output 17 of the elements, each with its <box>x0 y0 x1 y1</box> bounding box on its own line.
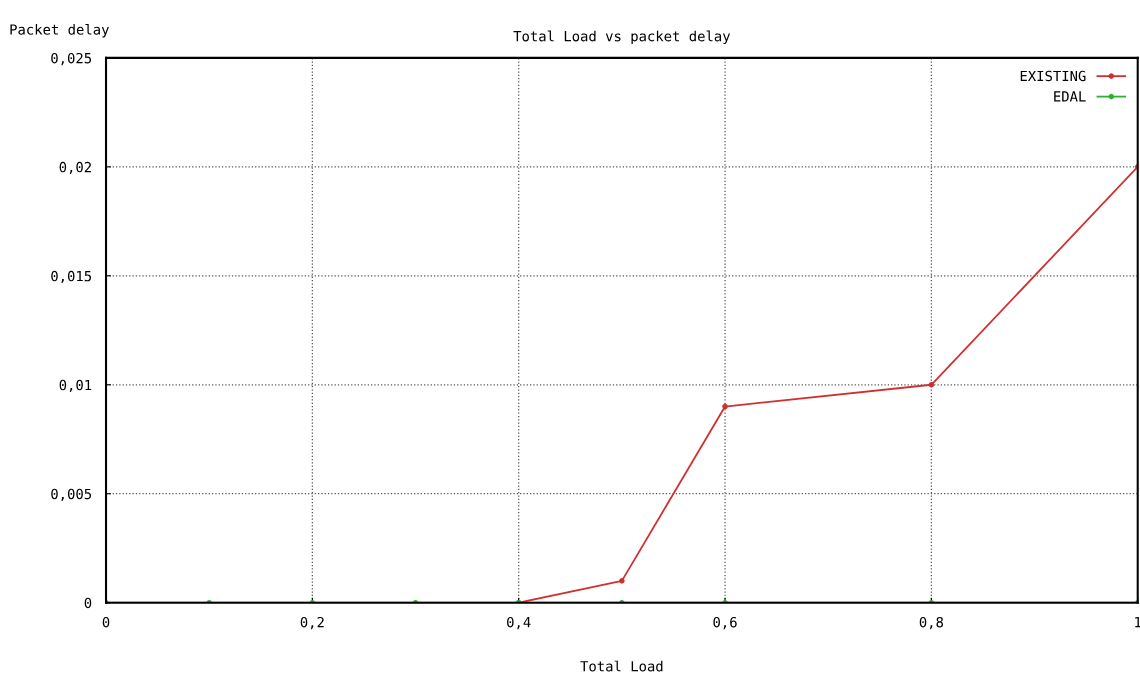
x-axis-title: Total Load <box>580 660 663 672</box>
x-tick-label: 0,8 <box>919 616 944 630</box>
legend-label: EXISTING <box>1020 70 1086 82</box>
y-tick-label: 0,01 <box>59 379 92 393</box>
chart-title: Total Load vs packet delay <box>513 30 731 45</box>
y-tick-label: 0,015 <box>51 270 92 284</box>
x-tick-label: 0,4 <box>507 616 531 630</box>
y-tick-label: 0 <box>84 597 92 609</box>
y-tick-label: 0,005 <box>51 488 92 501</box>
y-axis-title: Packet delay <box>10 23 109 38</box>
x-tick-label: 0,6 <box>713 616 737 630</box>
y-tick-label: 0,025 <box>51 52 92 66</box>
y-tick-label: 0,02 <box>59 161 91 175</box>
x-tick-label: 0 <box>102 616 110 628</box>
x-tick-label: 0,2 <box>300 616 324 630</box>
legend-label: EDAL <box>1054 91 1086 102</box>
x-tick-label: 1 <box>1135 617 1140 628</box>
